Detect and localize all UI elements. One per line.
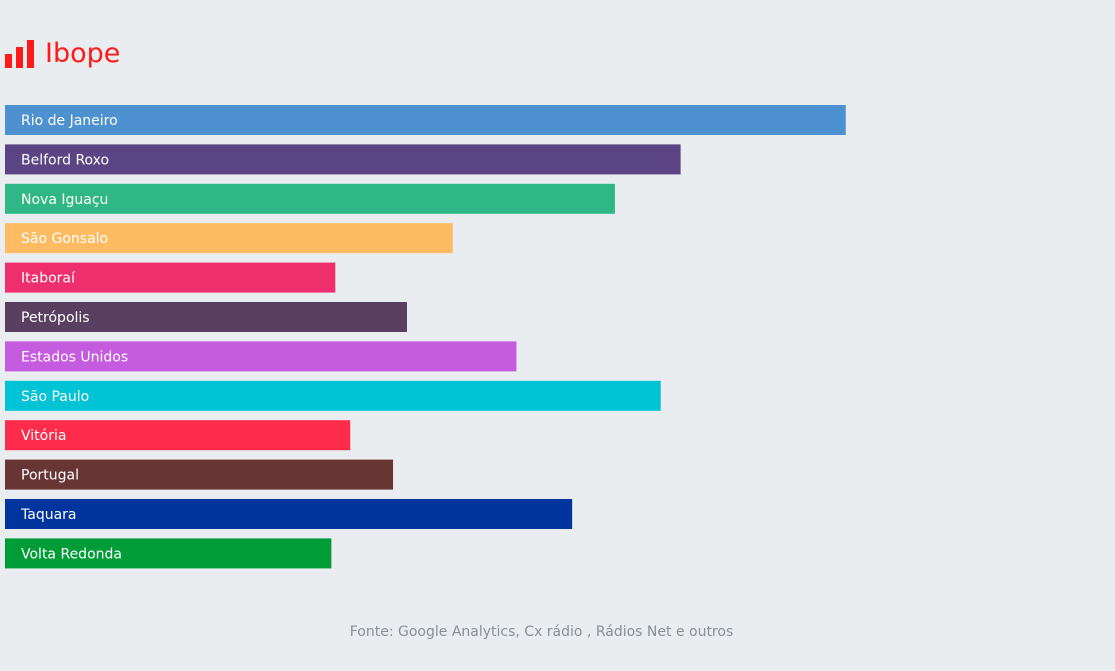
bar-label: Rio de Janeiro	[21, 113, 118, 129]
bar-group: Itaboraí	[5, 262, 336, 293]
bar	[5, 302, 407, 332]
bar-group: Volta Redonda	[5, 538, 332, 569]
bar-group: Estados Unidos	[5, 341, 517, 372]
bar	[5, 420, 351, 451]
bar-label: São Gonsalo	[21, 231, 108, 247]
bar-label: Petrópolis	[21, 310, 90, 326]
chart-source: Fonte: Google Analytics, Cx rádio , Rádi…	[349, 624, 734, 640]
bar-label: Portugal	[21, 468, 79, 484]
bar-group: São Gonsalo	[5, 223, 453, 254]
bar	[5, 499, 573, 529]
bar	[5, 144, 681, 175]
bar	[5, 105, 846, 135]
bar-group: Vitória	[5, 420, 351, 451]
bar	[5, 262, 336, 293]
bar-chart: Rio de Janeiro Belford Roxo Nova Iguaçu São…	[5, 105, 846, 569]
bar-group: Petrópolis	[5, 302, 407, 332]
bar-group: Portugal	[5, 459, 394, 490]
bar	[5, 183, 615, 214]
bar	[5, 538, 332, 569]
bar-label: Belford Roxo	[21, 152, 109, 168]
chart-header: Ibope	[5, 36, 120, 72]
bar-label: São Paulo	[21, 389, 89, 405]
bar-label: Nova Iguaçu	[21, 192, 108, 208]
bar-group: São Paulo	[5, 380, 661, 411]
bar-label: Taquara	[20, 507, 77, 523]
chart-title: Ibope	[45, 38, 121, 69]
bar-group: Taquara	[5, 499, 573, 529]
bar	[5, 459, 394, 490]
bar	[5, 341, 517, 372]
bar-group: Rio de Janeiro	[5, 105, 846, 135]
bar-group: Belford Roxo	[5, 144, 681, 175]
bar	[5, 380, 661, 411]
bar	[5, 223, 453, 254]
bar-label: Estados Unidos	[21, 349, 128, 365]
bar-chart-icon	[5, 40, 34, 68]
bar-group: Nova Iguaçu	[5, 183, 615, 214]
bar-label: Itaboraí	[21, 271, 76, 287]
bar-label: Volta Redonda	[21, 546, 122, 562]
bar-label: Vitória	[21, 428, 66, 444]
